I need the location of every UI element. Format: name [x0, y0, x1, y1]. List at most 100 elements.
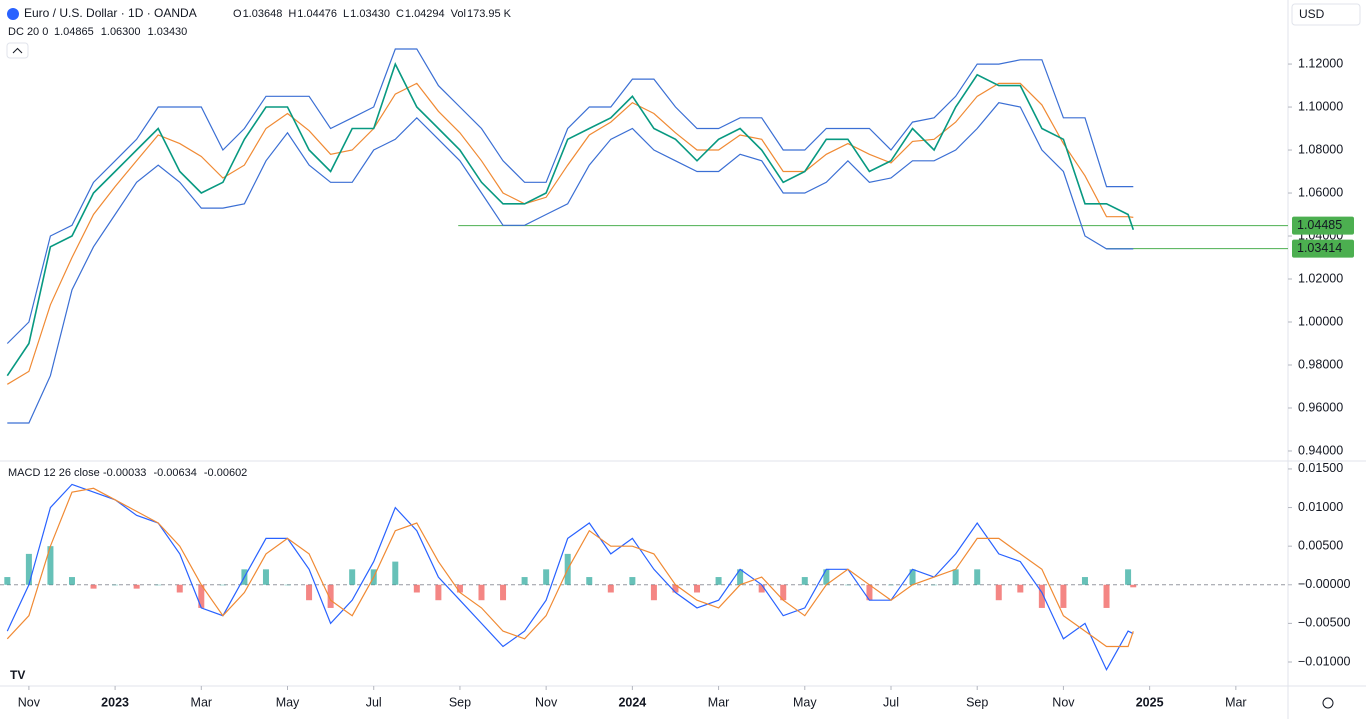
collapse-button[interactable] [6, 42, 29, 59]
symbol-icon [7, 8, 19, 20]
y-tick-label: 0.94000 [1298, 443, 1343, 457]
y-tick-label: 1.12000 [1298, 56, 1343, 70]
y-tick-label: 1.10000 [1298, 99, 1343, 113]
y-tick-label: 0.96000 [1298, 400, 1343, 414]
x-tick-label: Nov [1052, 695, 1075, 709]
tv-logo: TV [10, 668, 25, 682]
ohlc-key: O [233, 8, 242, 20]
macd-legend: -0.00033 -0.00634 -0.00602 [103, 467, 247, 479]
x-tick-label: 2023 [101, 695, 129, 709]
x-tick-label: Jul [366, 695, 382, 709]
histogram-bar [68, 577, 75, 585]
series-line [6, 82, 1134, 385]
histogram-bar [306, 584, 313, 601]
y-tick-label: 1.08000 [1298, 142, 1343, 156]
ohlc-legend: O 1.03648 H 1.04476 L 1.03430 C 1.04294 Vol 173.9… [233, 8, 512, 20]
y-tick-label: 0.01500 [1298, 461, 1343, 475]
histogram-bar [392, 561, 399, 585]
histogram-bar [823, 569, 830, 585]
settings-icon[interactable] [1322, 697, 1334, 709]
histogram-bar [758, 584, 765, 593]
histogram-bar [607, 584, 614, 593]
histogram-bar [1038, 584, 1045, 608]
y-tick-label: −0.00000 [1298, 577, 1351, 591]
ohlc-key: Vol [451, 8, 466, 20]
price-label: 1.03414 [1297, 241, 1342, 255]
histogram-bar [155, 584, 162, 586]
currency-button[interactable] [1291, 3, 1361, 26]
legend-value: -0.00634 [153, 467, 196, 479]
histogram-bar [133, 584, 140, 589]
x-tick-label: Nov [535, 695, 558, 709]
histogram-bar [25, 553, 32, 585]
histogram-bar [931, 584, 938, 586]
histogram-bar [1017, 584, 1024, 593]
histogram-bar [844, 584, 851, 586]
histogram-bar [4, 577, 11, 585]
histogram-bar [974, 569, 981, 585]
series-line [7, 102, 1134, 424]
dc-legend: 1.04865 1.06300 1.03430 [54, 26, 187, 38]
histogram-bar [995, 584, 1002, 601]
histogram-bar [629, 577, 636, 585]
histogram-bar [219, 584, 226, 586]
histogram-bar [327, 584, 334, 608]
x-tick-label: Sep [966, 695, 988, 709]
histogram-bar [672, 584, 679, 593]
y-tick-label: 0.00500 [1298, 538, 1343, 552]
ohlc-value: 1.03648 [243, 8, 283, 20]
histogram-bar [349, 569, 356, 585]
series-line [6, 483, 1134, 672]
currency-label[interactable]: USD [1299, 7, 1325, 21]
histogram-bar [801, 577, 808, 585]
price-label-box [1292, 239, 1354, 258]
series-line [6, 487, 1134, 648]
plot: 0.940000.960000.980001.000001.020001.040… [0, 48, 1354, 709]
histogram-bar [176, 584, 183, 593]
y-tick-label: 1.06000 [1298, 185, 1343, 199]
series-line [6, 48, 1134, 344]
histogram-bar [90, 584, 97, 589]
macd-label: MACD 12 26 close [8, 467, 100, 479]
series-line [6, 62, 1135, 377]
histogram-bar [780, 584, 787, 601]
x-tick-label: Mar [191, 695, 213, 709]
ohlc-value: 1.04476 [297, 8, 337, 20]
legend-value: 1.03430 [148, 26, 188, 38]
ohlc-value: 1.03430 [350, 8, 390, 20]
x-tick-label: Nov [18, 695, 41, 709]
histogram-bar [456, 584, 463, 593]
x-tick-label: May [276, 695, 300, 709]
legend-value: -0.00033 [103, 467, 146, 479]
dc-label: DC 20 0 [8, 26, 48, 38]
histogram-bar [198, 584, 205, 608]
x-tick-label: Mar [708, 695, 730, 709]
histogram-bar [694, 584, 701, 593]
histogram-bar [47, 546, 54, 585]
x-tick-label: May [793, 695, 817, 709]
histogram-bar [500, 584, 507, 601]
ohlc-value: 173.95 K [467, 8, 512, 20]
histogram-bar [715, 577, 722, 585]
histogram-bar [262, 569, 269, 585]
ohlc-value: 1.04294 [405, 8, 445, 20]
x-tick-label: 2024 [618, 695, 646, 709]
y-tick-label: 0.98000 [1298, 357, 1343, 371]
histogram-bar [543, 569, 550, 585]
legend-value: 1.04865 [54, 26, 94, 38]
histogram-bar [887, 584, 894, 586]
histogram-bar [1103, 584, 1110, 608]
y-tick-label: 1.00000 [1298, 314, 1343, 328]
x-tick-label: 2025 [1136, 695, 1164, 709]
x-tick-label: Mar [1225, 695, 1247, 709]
histogram-bar [478, 584, 485, 601]
x-tick-label: Sep [449, 695, 471, 709]
ohlc-key: L [343, 8, 349, 20]
histogram-bar [1081, 577, 1088, 585]
histogram-bar [1060, 584, 1067, 608]
ohlc-key: H [288, 8, 296, 20]
y-tick-label: −0.01000 [1298, 654, 1351, 668]
